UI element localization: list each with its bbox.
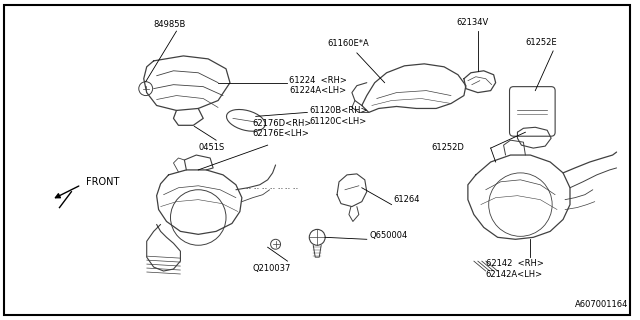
Text: 61252E: 61252E — [525, 38, 557, 47]
Text: 61224  <RH>
61224A<LH>: 61224 <RH> 61224A<LH> — [289, 76, 348, 95]
Text: 62176D<RH>
62176E<LH>: 62176D<RH> 62176E<LH> — [253, 119, 312, 138]
Text: 62142  <RH>
62142A<LH>: 62142 <RH> 62142A<LH> — [486, 259, 543, 278]
Text: 61160E*A: 61160E*A — [327, 39, 369, 48]
Text: FRONT: FRONT — [86, 177, 120, 187]
Text: 62134V: 62134V — [456, 18, 488, 27]
Text: 0451S: 0451S — [198, 143, 225, 152]
Text: 61252D: 61252D — [431, 143, 464, 152]
Text: 61120B<RH>
61120C<LH>: 61120B<RH> 61120C<LH> — [309, 107, 368, 126]
Text: A607001164: A607001164 — [575, 300, 628, 309]
Text: Q210037: Q210037 — [253, 264, 291, 273]
Text: 84985B: 84985B — [154, 20, 186, 29]
Text: 61264: 61264 — [394, 195, 420, 204]
Text: Q650004: Q650004 — [370, 231, 408, 240]
